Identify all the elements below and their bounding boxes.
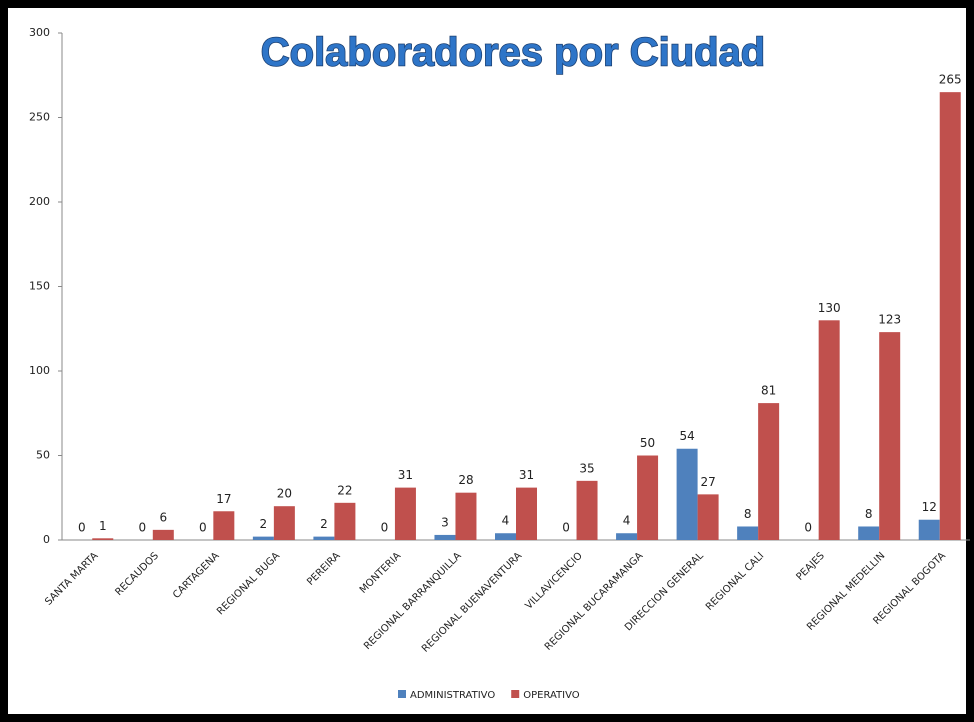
data-label: 265 (939, 73, 962, 87)
bar (334, 502, 356, 540)
bar (858, 526, 880, 540)
y-tick-label: 0 (43, 533, 50, 546)
data-label: 50 (640, 436, 655, 450)
y-tick-label: 300 (29, 26, 50, 39)
legend-swatch (398, 690, 406, 698)
data-label: 0 (562, 521, 570, 535)
chart-title: Colaboradores por Ciudad (261, 31, 766, 75)
data-label: 2 (260, 517, 268, 531)
data-label: 1 (99, 519, 107, 533)
data-label: 81 (761, 384, 776, 398)
bar (213, 511, 235, 540)
chart-background (8, 8, 966, 714)
y-tick-label: 250 (29, 111, 50, 124)
data-label: 31 (398, 468, 413, 482)
data-label: 20 (277, 487, 292, 501)
bar (92, 538, 114, 540)
bar (918, 519, 940, 540)
y-tick-label: 150 (29, 280, 50, 293)
data-label: 8 (865, 507, 873, 521)
bar (495, 533, 516, 540)
bar (152, 529, 174, 540)
legend-swatch (511, 690, 520, 698)
y-tick-label: 100 (29, 364, 50, 377)
data-label: 2 (320, 517, 328, 531)
bar (455, 492, 477, 540)
bar (394, 487, 416, 540)
data-label: 35 (579, 461, 594, 475)
bar (697, 494, 719, 540)
bar (434, 534, 456, 540)
bar (252, 536, 274, 540)
data-label: 123 (878, 313, 901, 327)
y-tick-label: 200 (29, 195, 50, 208)
data-label: 0 (199, 521, 207, 535)
data-label: 130 (818, 301, 841, 315)
data-label: 12 (922, 500, 937, 514)
data-label: 22 (337, 483, 352, 497)
bar (516, 487, 537, 540)
bar (758, 403, 780, 540)
bar (273, 506, 295, 540)
data-label: 27 (700, 475, 715, 489)
data-label: 0 (78, 521, 86, 535)
data-label: 0 (804, 521, 812, 535)
bar (313, 536, 335, 540)
data-label: 0 (381, 521, 389, 535)
bar (737, 526, 759, 540)
data-label: 3 (441, 515, 449, 529)
data-label: 6 (159, 510, 167, 524)
data-label: 4 (623, 514, 631, 528)
bar (879, 332, 901, 540)
data-label: 54 (679, 429, 694, 443)
legend-label: ADMINISTRATIVO (410, 690, 495, 701)
data-label: 0 (138, 521, 146, 535)
y-tick-label: 50 (36, 449, 50, 462)
bar (576, 480, 598, 540)
bar (676, 448, 698, 540)
legend-label: OPERATIVO (523, 690, 580, 701)
data-label: 17 (216, 492, 231, 506)
data-label: 8 (744, 507, 752, 521)
bar (616, 533, 638, 540)
data-label: 4 (502, 514, 510, 528)
data-label: 31 (519, 468, 534, 482)
bar (637, 455, 659, 540)
bar (939, 92, 961, 541)
bar (818, 320, 840, 540)
data-label: 28 (458, 473, 473, 487)
